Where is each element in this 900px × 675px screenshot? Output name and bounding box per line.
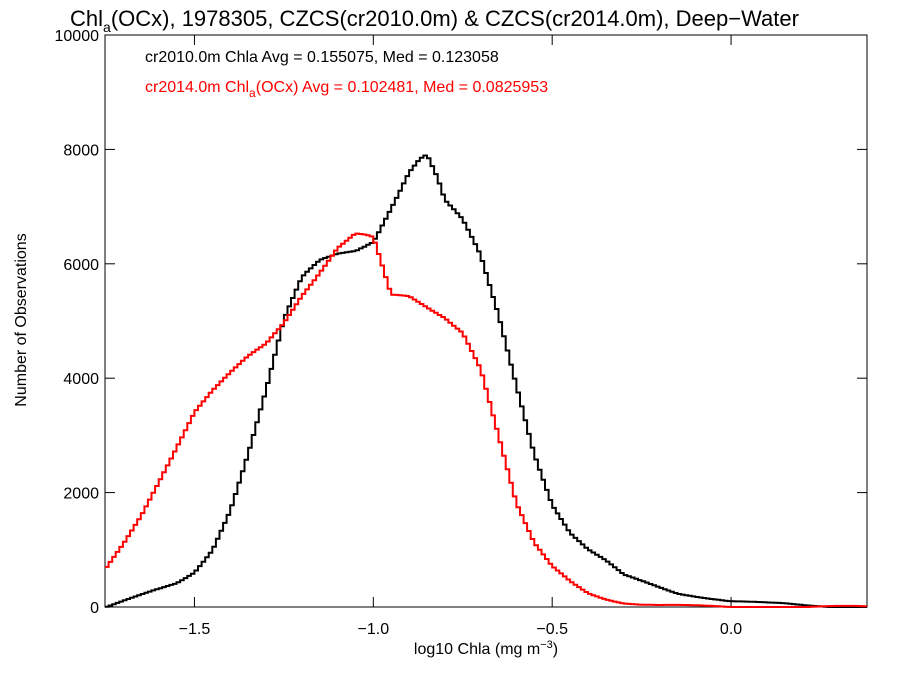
y-tick-label: 6000 [63, 257, 99, 274]
legend-line-cr2010: cr2010.0m Chla Avg = 0.155075, Med = 0.1… [145, 49, 499, 66]
y-tick-label: 2000 [63, 486, 99, 503]
series-layer [105, 154, 867, 608]
series-cr2010-line [105, 154, 867, 608]
y-axis-title: Number of Observations [13, 233, 30, 406]
x-tick-label: −1.5 [179, 621, 211, 638]
y-tick-label: 4000 [63, 371, 99, 388]
legend-line-cr2014: cr2014.0m Chla(OCx) Avg = 0.102481, Med … [145, 79, 548, 100]
x-axis-title: log10 Chla (mg m−3) [414, 639, 558, 658]
series-cr2014-line [105, 232, 867, 608]
y-tick-label: 8000 [63, 142, 99, 159]
y-axis-ticks: 0 2000 4000 6000 8000 10000 [55, 28, 867, 617]
x-tick-label: 0.0 [720, 621, 742, 638]
y-tick-label: 0 [90, 600, 99, 617]
x-tick-label: −0.5 [536, 621, 568, 638]
plot-frame [104, 34, 868, 608]
x-tick-label: −1.0 [358, 621, 390, 638]
x-axis-ticks: −1.5 −1.0 −0.5 0.0 [179, 35, 742, 638]
y-tick-label: 10000 [55, 28, 100, 45]
chart-title: Chla(OCx), 1978305, CZCS(cr2010.0m) & CZ… [70, 6, 799, 35]
